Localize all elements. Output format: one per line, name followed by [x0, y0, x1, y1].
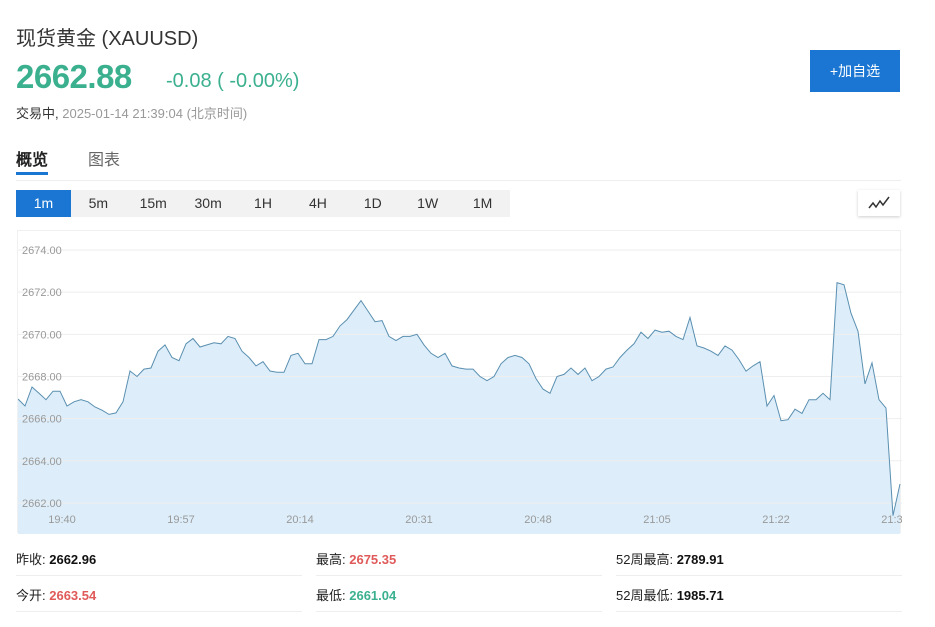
row-divider — [16, 575, 302, 576]
timeframe-1m[interactable]: 1m — [16, 190, 71, 217]
y-tick-label: 2668.00 — [22, 371, 62, 383]
tab-chart[interactable]: 图表 — [88, 152, 121, 169]
row-divider — [316, 611, 602, 612]
stat-label: 今开: — [16, 588, 46, 603]
stat-item: 昨收: 2662.96 — [16, 549, 96, 568]
timeframe-4h[interactable]: 4H — [308, 195, 327, 211]
stat-value: 2663.54 — [45, 588, 97, 603]
row-divider — [16, 611, 302, 612]
x-tick-label: 19:40 — [48, 514, 76, 526]
timeframe-1h[interactable]: 1H — [254, 195, 272, 211]
price-change: -0.08 ( -0.00%) — [166, 70, 300, 92]
timeframe-5m[interactable]: 5m — [88, 195, 109, 211]
timeframe-1w[interactable]: 1W — [417, 195, 439, 211]
stat-item: 今开: 2663.54 — [16, 585, 96, 604]
stat-label: 52周最低: — [616, 588, 674, 603]
x-tick-label: 19:57 — [167, 514, 195, 526]
y-tick-label: 2666.00 — [22, 414, 62, 426]
active-tab-indicator — [16, 172, 48, 175]
stat-value: 1985.71 — [673, 588, 724, 603]
price-line — [17, 282, 901, 516]
x-tick-label: 20:31 — [405, 514, 433, 526]
stat-label: 最低: — [316, 588, 346, 603]
timeframe-15m[interactable]: 15m — [139, 195, 167, 211]
stat-item: 52周最低: 1985.71 — [616, 585, 724, 604]
stat-label: 52周最高: — [616, 552, 674, 567]
x-tick-label: 20:14 — [286, 514, 314, 526]
add-watchlist-button[interactable]: +加自选 — [810, 50, 900, 92]
stat-item: 52周最高: 2789.91 — [616, 549, 724, 568]
stat-item: 最低: 2661.04 — [316, 585, 396, 604]
line-chart-icon — [868, 196, 890, 209]
price-chart[interactable]: 2674.00 2672.00 2670.00 2668.00 2666.00 2664.… — [17, 230, 909, 534]
row-divider — [316, 575, 602, 576]
y-tick-label: 2664.00 — [22, 456, 62, 468]
y-tick-label: 2672.00 — [22, 287, 62, 299]
row-divider — [616, 575, 902, 576]
stat-value: 2661.04 — [345, 588, 397, 603]
timezone: (北京时间) — [186, 106, 248, 121]
tab-overview[interactable]: 概览 — [16, 152, 49, 169]
stat-value: 2662.96 — [45, 552, 97, 567]
divider — [16, 180, 901, 181]
x-tick-label: 20:48 — [524, 514, 552, 526]
timeframe-30m[interactable]: 30m — [194, 195, 222, 211]
stat-label: 最高: — [316, 552, 346, 567]
timeframe-1mo[interactable]: 1M — [472, 195, 493, 211]
price-chart-svg: 2674.00 2672.00 2670.00 2668.00 2666.00 2664.… — [17, 245, 909, 534]
x-tick-label: 21:22 — [762, 514, 790, 526]
instrument-title: 现货黄金 (XAUUSD) — [16, 28, 199, 50]
status-label: 交易中, — [16, 106, 59, 121]
y-tick-label: 2670.00 — [22, 329, 62, 341]
stat-value: 2675.35 — [345, 552, 397, 567]
timeframe-1d[interactable]: 1D — [363, 195, 382, 211]
x-tick-label: 21:39 — [881, 514, 902, 526]
stat-label: 昨收: — [16, 552, 46, 567]
x-tick-label: 21:05 — [643, 514, 671, 526]
chart-type-button[interactable] — [858, 190, 900, 216]
trading-status: 交易中, 2025-01-14 21:39:04 (北京时间) — [16, 103, 247, 122]
timestamp: 2025-01-14 21:39:04 — [62, 106, 183, 121]
row-divider — [616, 611, 902, 612]
stat-item: 最高: 2675.35 — [316, 549, 396, 568]
stat-value: 2789.91 — [673, 552, 724, 567]
last-price: 2662.88 — [16, 58, 132, 95]
y-tick-label: 2662.00 — [22, 498, 62, 510]
timeframe-selector: 1m 5m 15m 30m 1H 4H 1D 1W 1M — [16, 190, 510, 217]
y-tick-label: 2674.00 — [22, 245, 62, 257]
price-area — [18, 282, 900, 534]
